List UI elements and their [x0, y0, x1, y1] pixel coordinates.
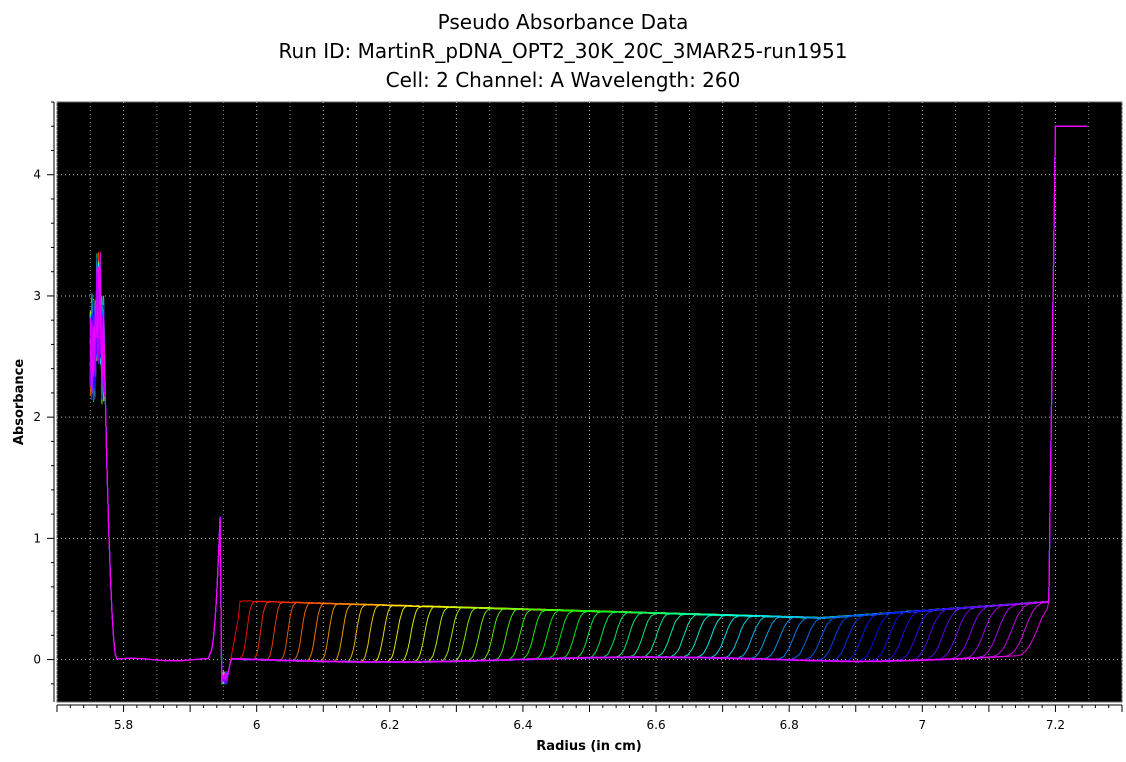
x-tick-label: 6.2	[380, 718, 399, 732]
scan-series-line	[89, 125, 1088, 679]
y-tick-label: 0	[33, 653, 41, 667]
y-tick-label: 2	[33, 410, 41, 424]
x-axis-title: Radius (in cm)	[536, 739, 641, 754]
chart-subtitle-run-id: Run ID: MartinR_pDNA_OPT2_30K_20C_3MAR25…	[278, 39, 848, 63]
x-tick-label: 6	[253, 718, 261, 732]
y-tick-label: 4	[33, 168, 41, 182]
x-tick-label: 6.6	[647, 718, 666, 732]
x-tick-label: 6.4	[513, 718, 532, 732]
y-tick-label: 1	[33, 531, 41, 545]
x-tick-label: 6.8	[780, 718, 799, 732]
data-series	[89, 125, 1088, 686]
y-axis: 0 1 2 3 4	[33, 101, 55, 702]
x-tick-label: 5.8	[114, 718, 133, 732]
grid-lines	[56, 102, 1123, 702]
y-tick-label: 3	[33, 289, 41, 303]
y-axis-title: Absorbance	[12, 359, 27, 445]
chart-title: Pseudo Absorbance Data	[437, 10, 689, 34]
chart-subtitle-cell-info: Cell: 2 Channel: A Wavelength: 260	[385, 68, 741, 92]
x-axis: 5.8 6 6.2 6.4 6.6 6.8 7 7.2	[56, 704, 1123, 732]
x-tick-label: 7.2	[1046, 718, 1065, 732]
x-tick-label: 7	[918, 718, 926, 732]
